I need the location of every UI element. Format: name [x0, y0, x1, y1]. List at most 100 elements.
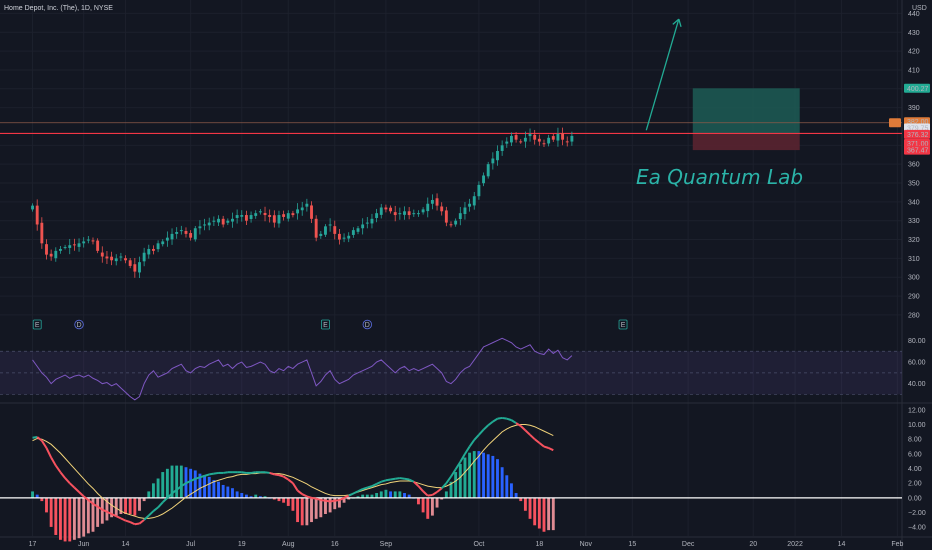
- macd-line-segment: [440, 482, 448, 490]
- candle-body: [203, 224, 207, 226]
- macd-line-segment: [306, 495, 312, 499]
- macd-line-segment: [487, 420, 494, 427]
- candle-body: [310, 205, 313, 219]
- macd-line-segment: [548, 447, 554, 452]
- macd-line-segment: [529, 434, 536, 440]
- macd-histogram-bar: [254, 494, 258, 498]
- macd-histogram-bar: [337, 497, 341, 508]
- macd-histogram-bar: [35, 494, 39, 498]
- candle-body: [514, 135, 518, 140]
- candle-body: [300, 207, 304, 211]
- macd-line-segment: [125, 519, 131, 524]
- candle-body: [421, 209, 425, 213]
- candle-body: [542, 143, 546, 145]
- macd-line-segment: [371, 483, 378, 488]
- price-tick-label: 430: [908, 30, 920, 37]
- time-tick-label: 20: [749, 541, 757, 548]
- macd-histogram-bar: [249, 496, 253, 498]
- candle-body: [463, 207, 467, 215]
- price-tick-label: 360: [908, 162, 920, 169]
- macd-histogram-bar: [91, 497, 95, 532]
- macd-histogram-bar: [477, 451, 481, 498]
- candle-body: [370, 218, 374, 224]
- macd-histogram-bar: [496, 459, 499, 498]
- macd-histogram-bar: [463, 457, 467, 498]
- macd-line-segment: [190, 477, 196, 482]
- macd-histogram-bar: [175, 465, 179, 498]
- candle-body: [212, 220, 216, 222]
- candle-body: [40, 222, 44, 244]
- arrow-head: [678, 18, 682, 27]
- candle-body: [272, 215, 276, 223]
- macd-line-segment: [64, 477, 71, 484]
- macd-line-segment: [73, 486, 80, 493]
- candle-body: [305, 203, 309, 207]
- time-tick-label: 16: [331, 541, 339, 548]
- candle-body: [170, 233, 174, 240]
- macd-histogram-bar: [403, 493, 406, 498]
- macd-line-segment: [250, 471, 256, 474]
- macd-histogram-bar: [347, 497, 351, 500]
- time-tick-label: 14: [838, 541, 846, 548]
- macd-histogram-bar: [519, 497, 523, 502]
- macd-histogram-bar: [300, 497, 304, 526]
- dividend-marker: [74, 319, 84, 330]
- time-tick-label: Jul: [186, 541, 195, 548]
- macd-histogram-bar: [128, 497, 132, 514]
- macd-histogram-bar: [165, 468, 169, 498]
- candle-body: [561, 133, 565, 140]
- macd-histogram-bar: [379, 491, 383, 498]
- macd-line-segment: [413, 481, 420, 487]
- macd-histogram-bar: [86, 497, 90, 534]
- candle-body: [179, 230, 183, 232]
- candle-body: [435, 198, 439, 206]
- candle-body: [537, 138, 541, 142]
- macd-histogram-bar: [170, 465, 174, 498]
- macd-line-segment: [162, 497, 169, 503]
- macd-histogram-bar: [96, 497, 100, 527]
- macd-histogram-bar: [482, 452, 485, 498]
- candle-body: [510, 135, 513, 143]
- macd-histogram-bar: [370, 494, 374, 498]
- time-tick-label: 19: [238, 541, 246, 548]
- candle-body: [426, 203, 430, 212]
- macd-line-segment: [223, 471, 228, 474]
- axes: 2802903003103203303403503603703904004104…: [29, 11, 926, 548]
- macd-histogram-bar: [430, 497, 434, 516]
- candle-body: [351, 230, 355, 235]
- macd-histogram-bar: [45, 497, 48, 513]
- price-label-box: [904, 129, 930, 139]
- macd-line-segment: [445, 476, 452, 484]
- candle-body: [528, 134, 532, 137]
- macd-histogram-bar: [333, 497, 337, 510]
- price-tick-label: 410: [908, 67, 920, 74]
- candle-body: [86, 239, 90, 241]
- macd-line-segment: [106, 510, 113, 515]
- macd-line-segment: [92, 502, 99, 508]
- watermark-text: Ea Quantum Lab: [636, 165, 803, 189]
- macd-line-segment: [473, 434, 480, 441]
- candle-body: [49, 253, 53, 257]
- time-tick-label: Sep: [380, 541, 393, 548]
- candle-body: [100, 252, 104, 257]
- macd-histogram-bar: [124, 497, 127, 514]
- candle-body: [128, 260, 132, 266]
- projection-arrow: [645, 18, 682, 131]
- price-label-text: 371.00: [907, 141, 929, 148]
- target-zone: [692, 88, 800, 134]
- macd-histogram-bar: [328, 497, 332, 513]
- candle-body: [505, 141, 509, 144]
- macd-histogram-bar: [389, 491, 392, 498]
- macd-histogram-bar: [258, 496, 262, 498]
- macd-histogram-bar: [77, 497, 81, 539]
- candle-body: [556, 134, 560, 141]
- candle-body: [482, 175, 485, 184]
- macd-line-segment: [404, 477, 410, 481]
- candle-body: [551, 136, 555, 140]
- macd-tick-label: 12.00: [908, 407, 926, 414]
- candle-body: [328, 224, 332, 226]
- macd-line-segment: [520, 425, 527, 432]
- macd-line-segment: [209, 472, 215, 476]
